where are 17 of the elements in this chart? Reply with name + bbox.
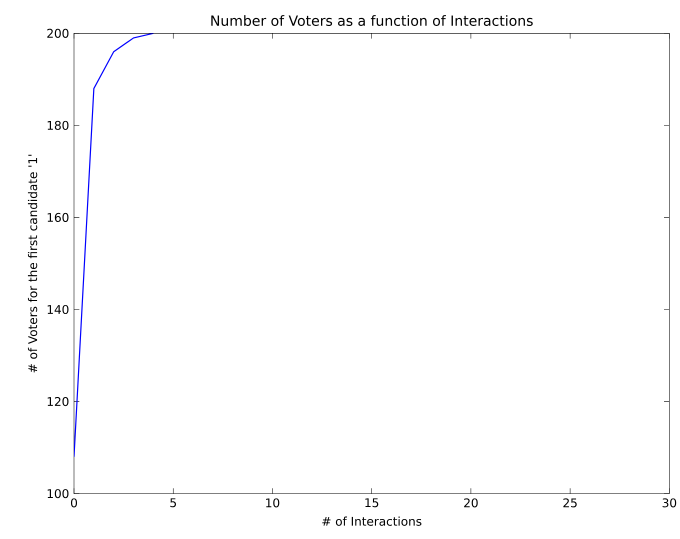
x-tick-label: 20 — [464, 498, 478, 508]
y-tick-label: 120 — [48, 397, 68, 406]
x-tick-label: 15 — [365, 498, 378, 508]
y-tick-label: 200 — [47, 28, 68, 38]
y-axis-title: # of Voters for the first candidate '1' — [28, 154, 38, 372]
y-tick-label: 140 — [48, 304, 68, 314]
x-axis-title: # of Interactions — [322, 516, 422, 526]
x-tick-label: 30 — [662, 498, 676, 508]
x-tick-label: 25 — [563, 498, 577, 508]
x-tick-label: 5 — [170, 498, 176, 508]
line-series — [74, 33, 154, 458]
y-tick-label: 180 — [48, 120, 68, 130]
y-tick-label: 100 — [48, 489, 68, 498]
chart-title: Number of Voters as a function of Interactions — [211, 15, 533, 26]
x-tick-label: 0 — [70, 498, 78, 508]
y-tick-label: 160 — [48, 212, 68, 222]
x-tick-label: 10 — [266, 498, 280, 508]
